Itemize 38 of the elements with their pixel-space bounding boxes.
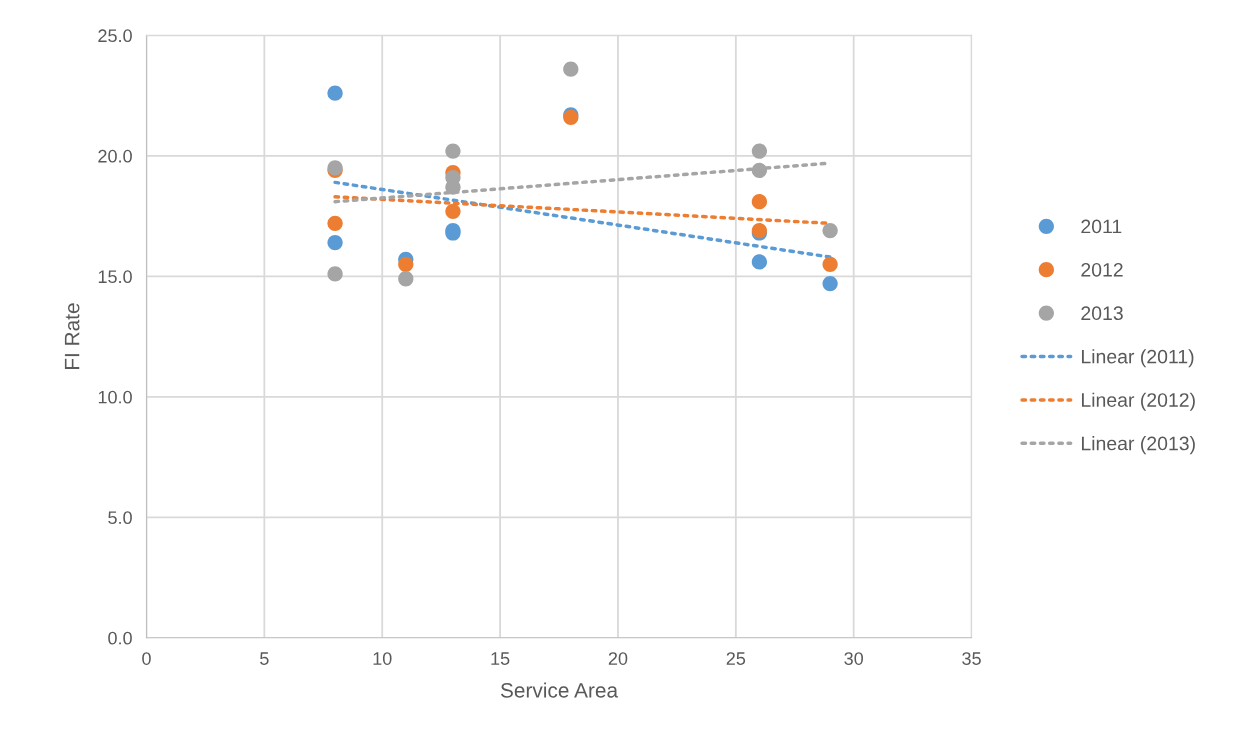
point [398, 271, 414, 287]
point [327, 215, 343, 231]
legend-label: Linear (2013) [1081, 436, 1195, 455]
legend-label: 2012 [1081, 262, 1123, 277]
x-tick-label: 30 [844, 652, 864, 665]
x-tick-label: 25 [726, 652, 746, 665]
x-tick-label: 15 [491, 652, 510, 665]
point [751, 143, 768, 159]
x-tick-label: 20 [608, 652, 628, 665]
point [445, 203, 461, 219]
point [327, 234, 343, 251]
x-tick-label: 10 [373, 652, 392, 665]
point [822, 222, 838, 239]
y-tick-label: 5.0 [108, 511, 132, 525]
y-tick-label: 15.0 [98, 270, 132, 284]
y-tick-label: 25.0 [98, 29, 132, 43]
point [327, 85, 343, 101]
legend-label: 2011 [1081, 219, 1122, 234]
x-tick-label: 5 [260, 652, 269, 665]
y-tick-label: 20.0 [98, 149, 132, 163]
legend-label: Linear (2011) [1081, 349, 1194, 368]
point [398, 256, 414, 272]
point [822, 275, 838, 292]
legend-label: 2013 [1081, 306, 1123, 321]
x-tick-label: 0 [142, 652, 151, 665]
point [751, 194, 768, 210]
legend-label: Linear (2012) [1081, 392, 1195, 411]
x-axis-title: Service Area [500, 682, 619, 698]
x-tick-label: 35 [962, 652, 981, 665]
point [327, 266, 343, 282]
point [751, 254, 768, 270]
y-tick-label: 10.0 [98, 390, 132, 404]
point [563, 61, 579, 77]
y-tick-label: 0.0 [108, 631, 132, 645]
point [751, 162, 768, 178]
y-axis-title: FI Rate [64, 303, 80, 370]
point [822, 256, 838, 272]
point [445, 143, 461, 159]
